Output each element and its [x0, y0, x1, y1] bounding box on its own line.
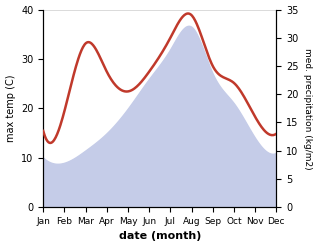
Y-axis label: med. precipitation (kg/m2): med. precipitation (kg/m2) — [303, 48, 313, 169]
X-axis label: date (month): date (month) — [119, 231, 201, 242]
Y-axis label: max temp (C): max temp (C) — [5, 75, 16, 142]
